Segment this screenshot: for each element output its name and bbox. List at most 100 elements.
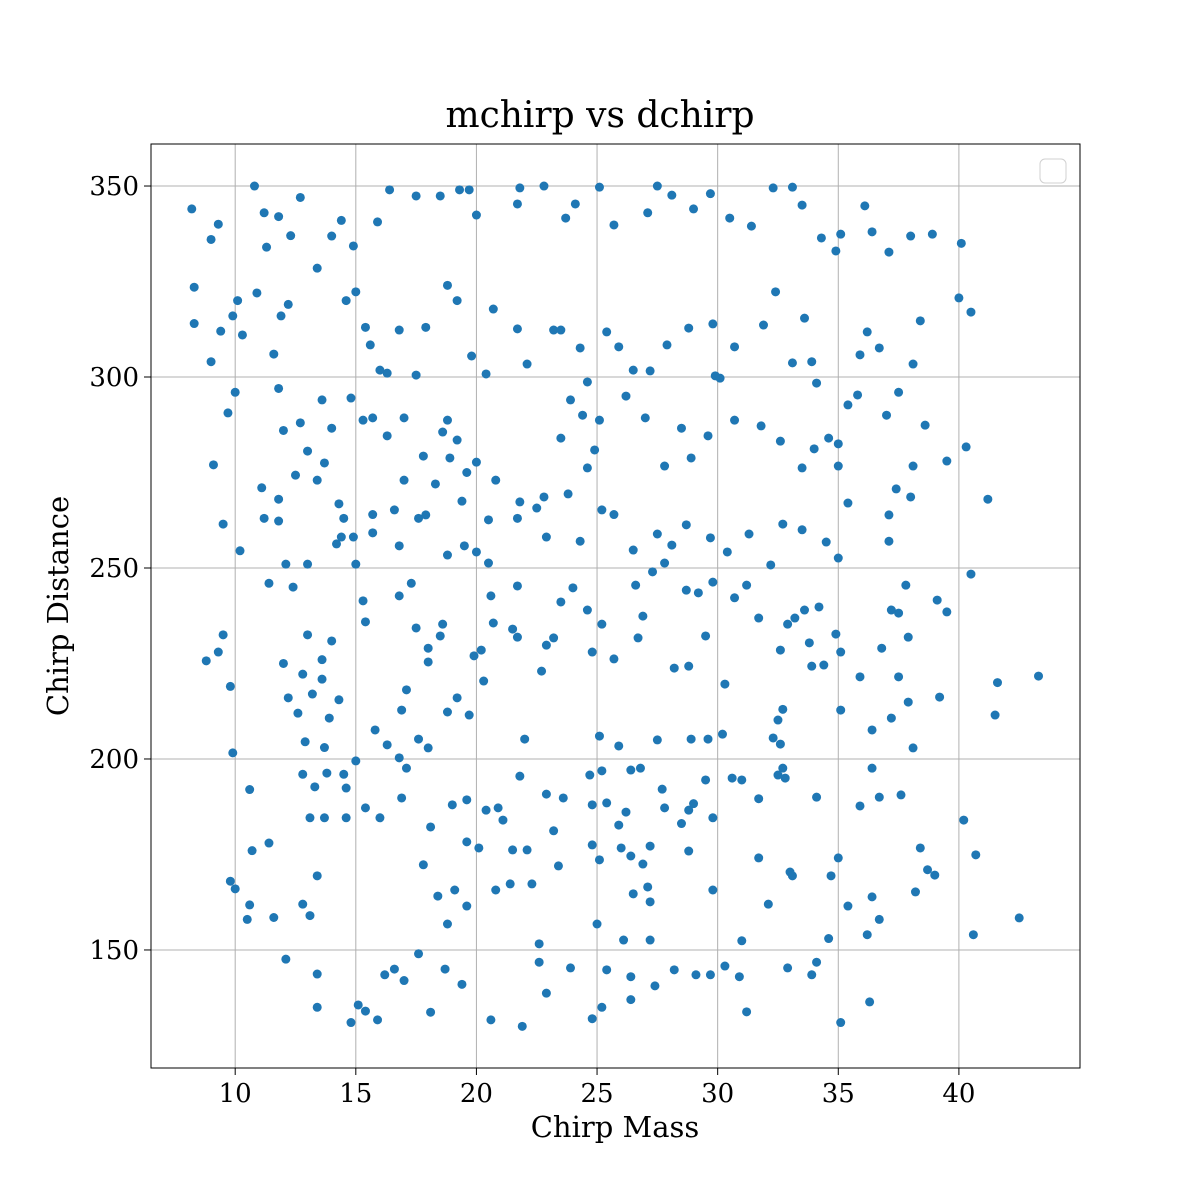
point	[457, 496, 467, 506]
point	[295, 418, 305, 428]
point	[812, 957, 822, 967]
point	[442, 280, 452, 290]
x-tick-label: 10	[219, 1079, 252, 1109]
point	[720, 679, 730, 689]
point	[582, 605, 592, 615]
point	[351, 287, 361, 297]
point	[399, 413, 409, 423]
point	[619, 935, 629, 945]
point	[452, 693, 462, 703]
point	[401, 763, 411, 773]
point	[394, 591, 404, 601]
point	[351, 756, 361, 766]
point	[399, 976, 409, 986]
x-tick-label: 15	[339, 1079, 372, 1109]
point	[462, 837, 472, 847]
point	[541, 532, 551, 542]
point	[360, 1006, 370, 1016]
point	[906, 231, 916, 241]
point	[471, 210, 481, 220]
point	[423, 643, 433, 653]
point	[269, 349, 279, 359]
point	[660, 461, 670, 471]
point	[594, 731, 604, 741]
point	[411, 370, 421, 380]
point	[411, 623, 421, 633]
point	[903, 632, 913, 642]
point	[450, 885, 460, 895]
point	[360, 617, 370, 627]
point	[705, 970, 715, 980]
point	[775, 739, 785, 749]
point	[628, 365, 638, 375]
point	[276, 311, 286, 321]
point	[373, 1015, 383, 1025]
point	[587, 1014, 597, 1024]
point	[783, 619, 793, 629]
point	[578, 410, 588, 420]
point	[920, 420, 930, 430]
point	[935, 692, 945, 702]
point	[414, 949, 424, 959]
point	[730, 593, 740, 603]
point	[833, 553, 843, 563]
point	[689, 799, 699, 809]
point	[886, 713, 896, 723]
point	[189, 282, 199, 292]
point	[874, 792, 884, 802]
point	[561, 213, 571, 223]
point	[262, 242, 272, 252]
point	[836, 647, 846, 657]
point	[462, 795, 472, 805]
point	[693, 588, 703, 598]
point	[394, 541, 404, 551]
point	[643, 208, 653, 218]
point	[621, 391, 631, 401]
point	[286, 231, 296, 241]
point	[867, 725, 877, 735]
points	[187, 181, 1044, 1031]
point	[780, 773, 790, 783]
point	[614, 741, 624, 751]
point	[341, 813, 351, 823]
point	[773, 770, 783, 780]
plot-frame	[150, 143, 1081, 1069]
point	[382, 740, 392, 750]
point	[527, 879, 537, 889]
point	[327, 636, 337, 646]
point	[332, 539, 342, 549]
point	[930, 870, 940, 880]
point	[652, 181, 662, 191]
point	[843, 901, 853, 911]
point	[341, 296, 351, 306]
point	[223, 408, 233, 418]
point	[903, 697, 913, 707]
point	[464, 710, 474, 720]
point	[734, 972, 744, 982]
point	[491, 885, 501, 895]
point	[730, 342, 740, 352]
point	[206, 357, 216, 367]
point	[339, 513, 349, 523]
point	[737, 936, 747, 946]
point	[894, 672, 904, 682]
point	[336, 532, 346, 542]
point	[800, 605, 810, 615]
point	[305, 813, 315, 823]
point	[708, 813, 718, 823]
point	[737, 775, 747, 785]
point	[667, 540, 677, 550]
point	[640, 413, 650, 423]
point	[281, 559, 291, 569]
point	[882, 410, 892, 420]
point	[541, 789, 551, 799]
point	[230, 884, 240, 894]
point	[247, 846, 257, 856]
point	[483, 558, 493, 568]
point	[512, 513, 522, 523]
point	[237, 330, 247, 340]
point	[971, 850, 981, 860]
point	[908, 461, 918, 471]
point	[368, 510, 378, 520]
